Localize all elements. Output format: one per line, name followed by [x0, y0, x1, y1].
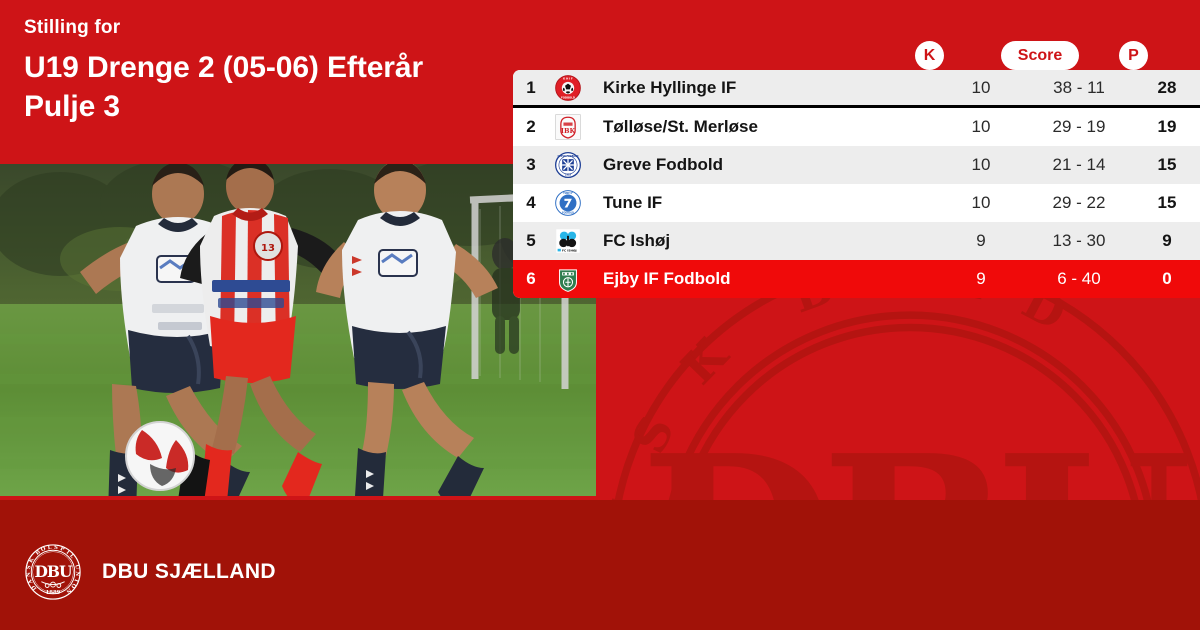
- svg-text:GREVE FODBOLD: GREVE FODBOLD: [558, 155, 579, 158]
- row-team-name: Ejby IF Fodbold: [603, 269, 731, 288]
- table-body: 1 K H I F FODBOLD: [513, 70, 1200, 298]
- table-row[interactable]: 5 FC ISHØJ FC Ishøj 9 13 - 30: [513, 222, 1200, 260]
- row-matches-played: 10: [971, 77, 991, 97]
- svg-text:13: 13: [261, 243, 275, 254]
- ejby-if-fodbold-logo: [545, 266, 591, 292]
- fc-ishoej-logo: FC ISHØJ: [545, 228, 591, 254]
- row-team-name: Kirke Hyllinge IF: [603, 77, 737, 97]
- row-matches-played: 9: [976, 269, 986, 288]
- row-position: 6: [526, 269, 536, 288]
- svg-text:FC ISHØJ: FC ISHØJ: [562, 247, 577, 252]
- table-row[interactable]: 2 IBK Tølløse/St. Merløse 10 29 - 19 19: [513, 108, 1200, 146]
- row-position: 5: [526, 231, 536, 250]
- column-header-p: P: [1119, 41, 1148, 70]
- svg-text:TUNE IF: TUNE IF: [563, 192, 573, 195]
- eyebrow-label: Stilling for: [24, 17, 121, 38]
- svg-text:I: I: [65, 550, 71, 557]
- row-team-name: Tune IF: [603, 193, 663, 212]
- footer-branding: D A N S K B O L S P I L U: [24, 543, 276, 601]
- row-goal-score: 13 - 30: [1052, 231, 1106, 250]
- svg-text:1919: 1919: [565, 173, 572, 176]
- svg-text:DBU: DBU: [34, 562, 73, 581]
- row-position: 1: [526, 77, 536, 97]
- table-row[interactable]: 1 K H I F FODBOLD: [513, 70, 1200, 108]
- row-goal-score: 38 - 11: [1053, 77, 1105, 97]
- svg-text:L: L: [68, 553, 75, 560]
- svg-text:A: A: [27, 578, 35, 586]
- svg-text:S: S: [26, 565, 33, 570]
- svg-text:K: K: [670, 326, 739, 394]
- svg-text:B: B: [34, 549, 42, 557]
- svg-text:D: D: [30, 584, 38, 592]
- row-matches-played: 10: [971, 193, 991, 212]
- row-position: 2: [526, 117, 536, 136]
- row-team-name: Tølløse/St. Merløse: [603, 117, 758, 136]
- svg-text:FODBOLD: FODBOLD: [562, 212, 574, 215]
- match-photo: 13: [0, 164, 596, 496]
- row-points: 15: [1157, 155, 1177, 174]
- greve-fodbold-logo: GREVE FODBOLD 1919: [545, 152, 591, 178]
- svg-text:N: N: [26, 572, 32, 578]
- svg-text:L: L: [47, 545, 52, 551]
- tolloese-st-merloese-logo: IBK: [545, 114, 591, 140]
- table-column-headers: K Score P: [513, 41, 1200, 70]
- svg-text:N: N: [65, 587, 73, 595]
- row-position: 4: [526, 193, 536, 212]
- row-matches-played: 9: [976, 231, 986, 250]
- row-points: 0: [1162, 269, 1172, 288]
- row-points: 9: [1162, 231, 1172, 250]
- column-header-k: K: [915, 41, 944, 70]
- row-matches-played: 10: [971, 155, 991, 174]
- row-team-name: Greve Fodbold: [603, 155, 723, 174]
- footer-bar: D A N S K B O L S P I L U: [0, 500, 1200, 630]
- svg-text:P: P: [59, 546, 65, 553]
- table-row[interactable]: 3 GREVE FODBOLD: [513, 146, 1200, 184]
- row-goal-score: 21 - 14: [1052, 155, 1106, 174]
- column-header-score: Score: [1001, 41, 1079, 70]
- tune-if-logo: TUNE IF FODBOLD: [545, 190, 591, 216]
- table-row[interactable]: 4 TUNE IF FODBOLD Tune IF 10 29 - 22: [513, 184, 1200, 222]
- row-goal-score: 6 - 40: [1057, 269, 1101, 288]
- svg-text:O: O: [69, 582, 77, 590]
- row-position: 3: [526, 155, 536, 174]
- row-points: 28: [1157, 77, 1177, 97]
- row-points: 19: [1157, 117, 1177, 136]
- svg-text:IBK: IBK: [561, 127, 576, 135]
- row-goal-score: 29 - 22: [1052, 193, 1106, 212]
- svg-text:N: N: [74, 571, 80, 576]
- standings-table: K Score P 1: [513, 41, 1200, 298]
- svg-text:I: I: [72, 578, 79, 583]
- row-points: 15: [1157, 193, 1177, 212]
- svg-text:FODBOLD: FODBOLD: [561, 95, 576, 99]
- svg-text:K H I F: K H I F: [563, 76, 573, 80]
- footer-organisation-label: DBU SJÆLLAND: [102, 560, 276, 583]
- row-matches-played: 10: [971, 117, 991, 136]
- svg-text:K: K: [28, 557, 36, 564]
- svg-text:S: S: [54, 545, 59, 551]
- svg-text:S: S: [621, 407, 685, 461]
- row-team-name: FC Ishøj: [603, 231, 671, 250]
- dbu-seal-icon: D A N S K B O L S P I L U: [24, 543, 82, 601]
- svg-text:O: O: [40, 546, 47, 553]
- table-row[interactable]: 6 Ejby IF Fodbold 9: [513, 260, 1200, 298]
- page-title: U19 Drenge 2 (05-06) Efterår Pulje 3: [24, 50, 424, 124]
- kirke-hyllinge-if-logo: K H I F FODBOLD: [545, 74, 591, 101]
- svg-text:1889: 1889: [46, 590, 61, 596]
- row-goal-score: 29 - 19: [1052, 117, 1106, 136]
- header-block: Stilling for U19 Drenge 2 (05-06) Efterå…: [24, 17, 564, 127]
- svg-text:U: U: [73, 564, 80, 570]
